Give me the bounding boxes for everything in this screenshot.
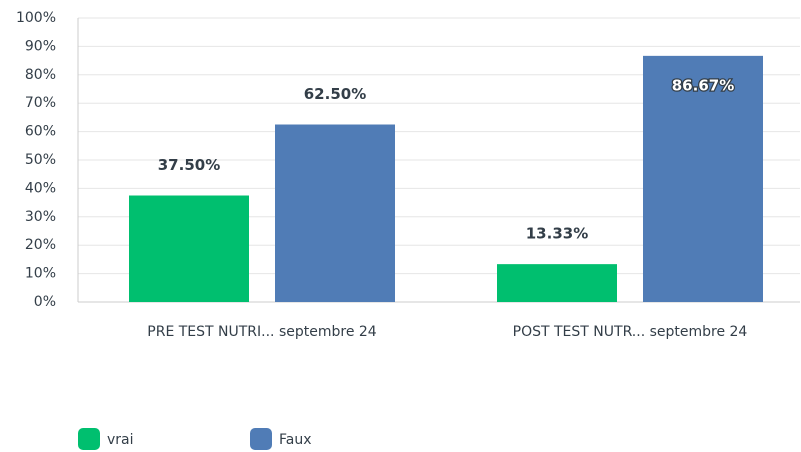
x-tick-label: POST TEST NUTR... septembre 24: [513, 324, 748, 340]
data-label: 62.50%: [304, 85, 366, 103]
data-label: 13.33%: [526, 225, 588, 243]
legend-label: vrai: [107, 432, 134, 448]
data-label: 37.50%: [158, 156, 220, 174]
legend-swatch: [78, 428, 100, 450]
y-tick-label: 60%: [25, 124, 56, 140]
data-label: 86.67%: [672, 76, 734, 94]
bar: [129, 195, 249, 302]
y-tick-label: 10%: [25, 266, 56, 282]
y-tick-label: 100%: [16, 10, 56, 26]
y-tick-label: 30%: [25, 209, 56, 225]
legend-swatch: [250, 428, 272, 450]
y-tick-label: 0%: [34, 294, 56, 310]
bar: [643, 55, 763, 302]
legend-label: Faux: [279, 432, 312, 448]
y-tick-label: 50%: [25, 152, 56, 168]
y-tick-label: 40%: [25, 180, 56, 196]
bar: [275, 124, 395, 302]
x-tick-label: PRE TEST NUTRI... septembre 24: [147, 324, 377, 340]
y-tick-label: 70%: [25, 95, 56, 111]
y-tick-label: 80%: [25, 67, 56, 83]
y-tick-label: 90%: [25, 38, 56, 54]
y-tick-label: 20%: [25, 237, 56, 253]
bar: [497, 264, 617, 302]
